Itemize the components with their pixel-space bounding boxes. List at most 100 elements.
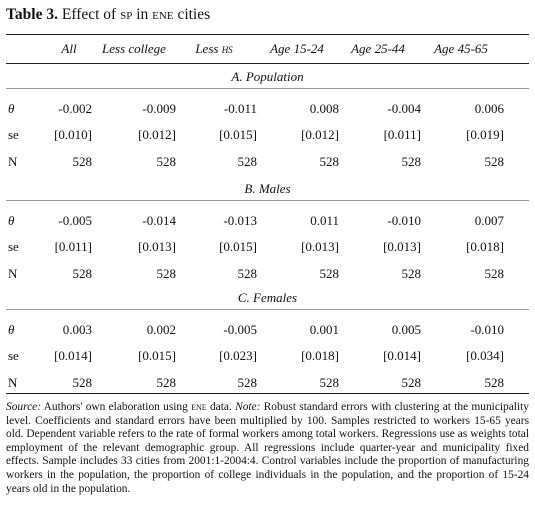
- column-header-sc: hs: [221, 41, 233, 56]
- table-row: θ -0.005 -0.014 -0.013 0.011 -0.010 0.007: [6, 211, 529, 231]
- source-label: Source:: [6, 401, 42, 413]
- cell-value: -0.010: [470, 322, 504, 337]
- source-end: data.: [209, 401, 232, 413]
- note-label: Note:: [235, 401, 261, 413]
- cell-value: [0.011]: [383, 127, 421, 142]
- column-header: Age 15-24: [270, 39, 324, 59]
- header-row: All Less college Less hs Age 15-24 Age 25-44…: [6, 39, 529, 59]
- cell-value: 528: [319, 375, 340, 390]
- table-note: Source: Authors' own elaboration using e…: [6, 401, 529, 496]
- table-row: θ -0.002 -0.009 -0.011 0.008 -0.004 0.006: [6, 99, 529, 119]
- cell-value: 0.007: [474, 213, 504, 228]
- row-label: N: [8, 375, 18, 390]
- row-label: θ: [8, 101, 15, 116]
- table-row: se [0.010] [0.012] [0.015] [0.012] [0.011] [0.…: [6, 125, 529, 145]
- cell-value: -0.004: [387, 101, 421, 116]
- table-title: Table 3. Effect of sp in ene cities: [6, 6, 210, 24]
- rule: [6, 88, 529, 89]
- column-header-text: All: [61, 41, 77, 56]
- column-header-text: Less college: [102, 41, 166, 56]
- row-label: θ: [8, 322, 15, 337]
- rule: [6, 63, 529, 64]
- table-row: N 528 528 528 528 528 528: [6, 373, 529, 393]
- table-row: N 528 528 528 528 528 528: [6, 264, 529, 284]
- title-text: Effect of: [61, 6, 117, 23]
- column-header: Less hs: [195, 39, 232, 59]
- cell-value: [0.015]: [138, 348, 176, 363]
- row-label: N: [8, 154, 18, 169]
- row-label: θ: [8, 213, 15, 228]
- column-header: All: [61, 39, 76, 59]
- table-row: se [0.011] [0.013] [0.015] [0.013] [0.013] [0.…: [6, 237, 529, 257]
- cell-value: 528: [237, 375, 258, 390]
- cell-value: [0.023]: [219, 348, 257, 363]
- cell-value: 528: [156, 154, 177, 169]
- cell-value: [0.018]: [301, 348, 339, 363]
- cell-value: [0.014]: [54, 348, 92, 363]
- cell-value: 528: [484, 266, 505, 281]
- cell-value: -0.013: [223, 213, 257, 228]
- cell-value: -0.002: [58, 101, 92, 116]
- cell-value: 0.002: [146, 322, 176, 337]
- cell-value: -0.011: [223, 101, 257, 116]
- row-label: se: [8, 239, 19, 254]
- cell-value: [0.010]: [54, 127, 92, 142]
- cell-value: -0.005: [58, 213, 92, 228]
- table-row: se [0.014] [0.015] [0.023] [0.018] [0.014] [0.…: [6, 346, 529, 366]
- cell-value: [0.019]: [466, 127, 504, 142]
- cell-value: 528: [401, 154, 422, 169]
- cell-value: 528: [401, 375, 422, 390]
- cell-value: 528: [156, 375, 177, 390]
- row-label: N: [8, 266, 18, 281]
- cell-value: 528: [72, 154, 93, 169]
- rule: [6, 393, 529, 394]
- source-text: Authors' own elaboration using: [43, 401, 188, 413]
- cell-value: 528: [237, 266, 258, 281]
- title-sc: sp: [120, 6, 133, 23]
- title-text: cities: [177, 6, 211, 23]
- cell-value: [0.014]: [383, 348, 421, 363]
- table-row: N 528 528 528 528 528 528: [6, 152, 529, 172]
- cell-value: 528: [319, 154, 340, 169]
- title-label: Table 3.: [6, 6, 58, 23]
- panel-label: A. Population: [231, 69, 304, 84]
- column-header: Age 25-44: [351, 39, 405, 59]
- source-sc: ene: [191, 401, 207, 413]
- cell-value: 528: [484, 154, 505, 169]
- cell-value: 528: [484, 375, 505, 390]
- cell-value: -0.010: [387, 213, 421, 228]
- cell-value: 0.011: [310, 213, 339, 228]
- table-row: θ 0.003 0.002 -0.005 0.001 0.005 -0.010: [6, 320, 529, 340]
- panel-label: B. Males: [244, 181, 291, 196]
- cell-value: -0.005: [223, 322, 257, 337]
- title-text: in: [136, 6, 149, 23]
- cell-value: 528: [237, 154, 258, 169]
- cell-value: 528: [156, 266, 177, 281]
- cell-value: 528: [319, 266, 340, 281]
- cell-value: 528: [72, 375, 93, 390]
- column-header-text: Age 45-65: [434, 41, 488, 56]
- row-label: se: [8, 127, 19, 142]
- rule: [6, 309, 529, 310]
- cell-value: [0.013]: [301, 239, 339, 254]
- cell-value: [0.015]: [219, 239, 257, 254]
- cell-value: 528: [72, 266, 93, 281]
- cell-value: 0.005: [391, 322, 421, 337]
- row-label: se: [8, 348, 19, 363]
- cell-value: 0.008: [309, 101, 339, 116]
- cell-value: -0.009: [142, 101, 176, 116]
- column-header-text: Less: [195, 41, 219, 56]
- cell-value: 528: [401, 266, 422, 281]
- cell-value: [0.015]: [219, 127, 257, 142]
- column-header: Less college: [102, 39, 166, 59]
- cell-value: [0.013]: [383, 239, 421, 254]
- cell-value: [0.034]: [466, 348, 504, 363]
- column-header-text: Age 15-24: [270, 41, 324, 56]
- cell-value: [0.012]: [301, 127, 339, 142]
- note-text: Robust standard errors with clustering a…: [6, 401, 529, 495]
- column-header-text: Age 25-44: [351, 41, 405, 56]
- rule: [6, 200, 529, 201]
- column-header: Age 45-65: [434, 39, 488, 59]
- cell-value: -0.014: [142, 213, 176, 228]
